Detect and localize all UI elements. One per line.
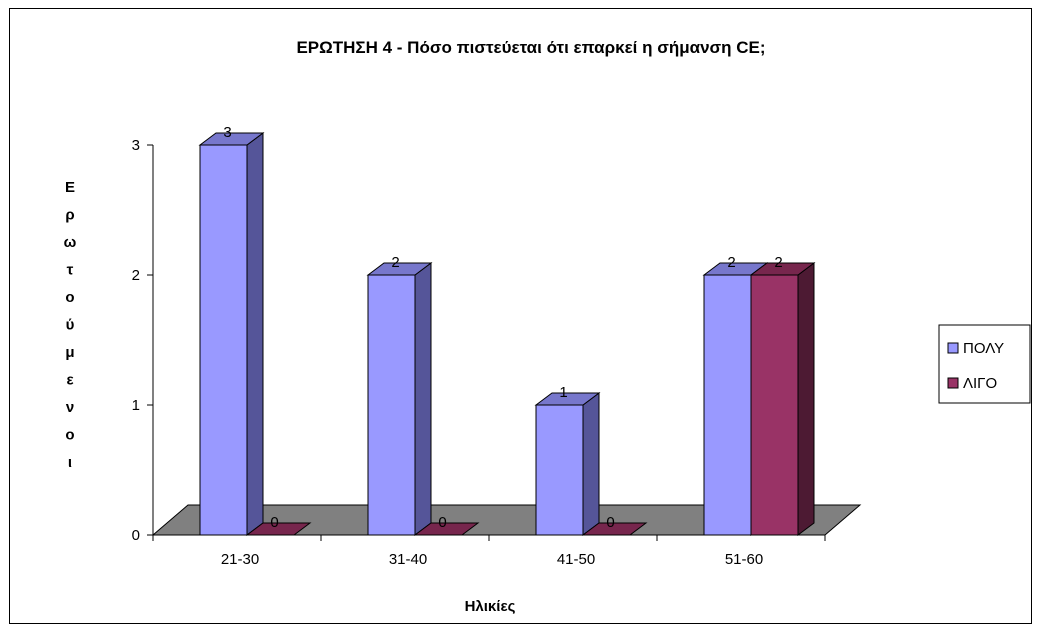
- x-axis-title: Ηλικίες: [465, 598, 516, 615]
- y-tick-label: 1: [132, 397, 140, 414]
- y-tick-label: 2: [132, 267, 140, 284]
- bar-top: [749, 262, 816, 276]
- chart-area: ΕΡΩΤΗΣΗ 4 - Πόσο πιστεύεται ότι επαρκεί …: [64, 38, 1031, 615]
- chart-frame: ΕΡΩΤΗΣΗ 4 - Πόσο πιστεύεται ότι επαρκεί …: [9, 8, 1032, 624]
- bar-top: [534, 392, 601, 406]
- y-tick-label: 0: [132, 527, 140, 544]
- bar-top: [413, 522, 480, 536]
- data-label: 3: [223, 124, 231, 141]
- chart-title: ΕΡΩΤΗΣΗ 4 - Πόσο πιστεύεται ότι επαρκεί …: [296, 38, 765, 57]
- legend-label: ΛΙΓΟ: [963, 375, 997, 392]
- data-label: 2: [774, 254, 782, 271]
- x-tick-label: 51-60: [725, 551, 763, 568]
- bar-top: [366, 262, 433, 276]
- bar-top: [198, 132, 265, 146]
- bar-side: [582, 392, 600, 536]
- legend: ΠΟΛΥ ΛΙΓΟ: [938, 324, 1031, 404]
- bar-side: [246, 132, 264, 536]
- legend-swatch: [947, 377, 959, 389]
- data-label: 0: [438, 514, 446, 531]
- x-tick-label: 31-40: [389, 551, 427, 568]
- data-label: 2: [727, 254, 735, 271]
- x-tick-label: 41-50: [557, 551, 595, 568]
- x-tick-label: 21-30: [221, 551, 259, 568]
- bar-top: [581, 522, 648, 536]
- bar-front: [750, 274, 799, 536]
- bar-front: [199, 144, 248, 536]
- legend-box: [938, 324, 1031, 404]
- y-tick-label: 3: [132, 137, 140, 154]
- data-label: 0: [606, 514, 614, 531]
- bar-front: [703, 274, 752, 536]
- bar-front: [535, 404, 584, 536]
- bar-top: [245, 522, 312, 536]
- bar-side: [414, 262, 432, 536]
- data-label: 0: [270, 514, 278, 531]
- data-label: 1: [559, 384, 567, 401]
- data-label: 2: [391, 254, 399, 271]
- bar-side: [797, 262, 815, 536]
- legend-label: ΠΟΛΥ: [963, 340, 1004, 357]
- bar-front: [367, 274, 416, 536]
- legend-swatch: [947, 342, 959, 354]
